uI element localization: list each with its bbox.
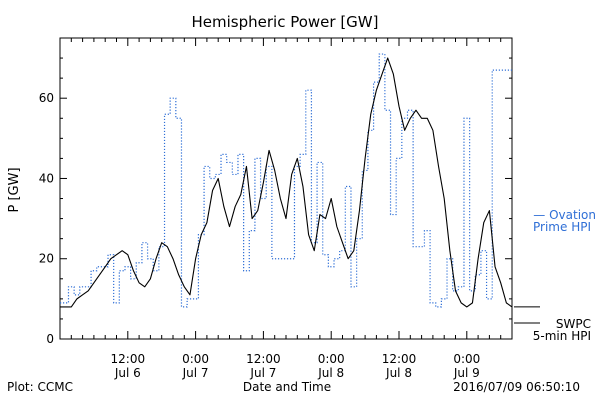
legend-ovation-line2: Prime HPI bbox=[533, 220, 591, 234]
series-ovation-prime-hpi bbox=[60, 53, 512, 308]
x-tick-label-date: Jul 6 bbox=[114, 366, 141, 380]
y-axis-label: P [GW] bbox=[7, 167, 22, 212]
x-tick-label-time: 12:00 bbox=[246, 352, 281, 366]
chart-title: Hemispheric Power [GW] bbox=[192, 13, 379, 31]
y-tick-label: 20 bbox=[39, 252, 54, 266]
legend-ovation-line1: — Ovation bbox=[533, 208, 596, 222]
y-tick-label: 0 bbox=[46, 332, 54, 346]
x-tick-label-date: Jul 8 bbox=[317, 366, 344, 380]
y-tick-label: 60 bbox=[39, 91, 54, 105]
x-tick-label-time: 0:00 bbox=[182, 352, 209, 366]
x-tick-label-date: Jul 7 bbox=[182, 366, 209, 380]
x-tick-label-time: 0:00 bbox=[318, 352, 345, 366]
x-tick-label-date: Jul 8 bbox=[385, 366, 412, 380]
legend-hpi: 5-min HPI bbox=[533, 329, 591, 343]
series-swpc-hpi bbox=[60, 57, 513, 308]
x-tick-label-time: 0:00 bbox=[453, 352, 480, 366]
x-tick-label-time: 12:00 bbox=[382, 352, 417, 366]
x-tick-label-date: Jul 9 bbox=[453, 366, 480, 380]
x-axis-label: Date and Time bbox=[243, 380, 331, 394]
x-tick-label-time: 12:00 bbox=[111, 352, 146, 366]
legend-swpc: SWPC bbox=[556, 317, 591, 331]
x-tick-label-date: Jul 7 bbox=[249, 366, 276, 380]
footer-right: 2016/07/09 06:50:10 bbox=[453, 380, 580, 394]
plot-frame bbox=[59, 37, 513, 340]
y-tick-label: 40 bbox=[39, 171, 54, 185]
footer-left: Plot: CCMC bbox=[7, 380, 73, 394]
